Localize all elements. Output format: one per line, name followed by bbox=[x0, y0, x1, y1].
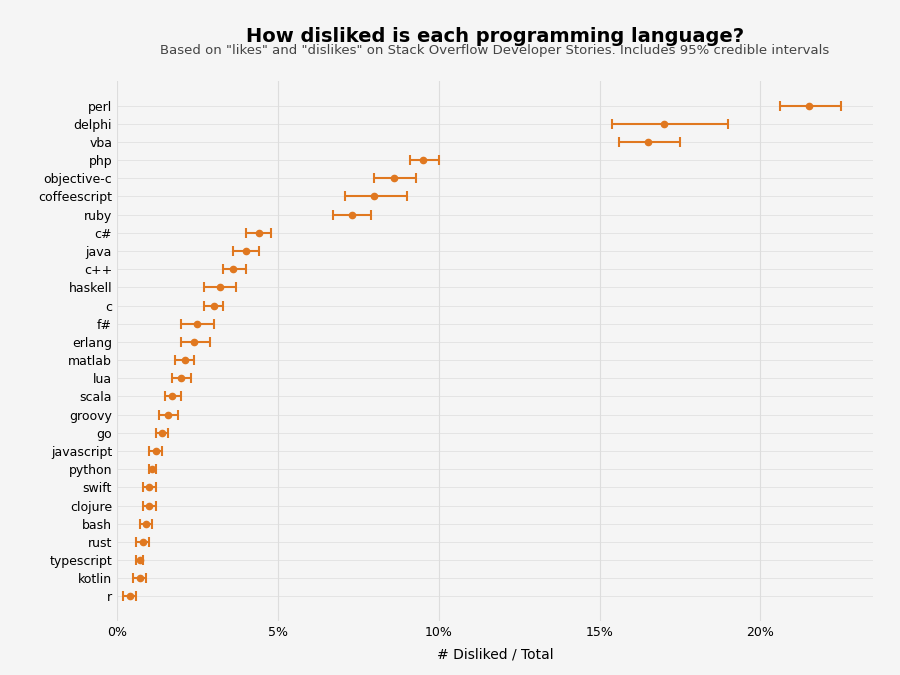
X-axis label: # Disliked / Total: # Disliked / Total bbox=[436, 647, 554, 662]
Text: Based on "likes" and "dislikes" on Stack Overflow Developer Stories. Includes 95: Based on "likes" and "dislikes" on Stack… bbox=[160, 44, 830, 57]
Title: How disliked is each programming language?: How disliked is each programming languag… bbox=[246, 27, 744, 46]
